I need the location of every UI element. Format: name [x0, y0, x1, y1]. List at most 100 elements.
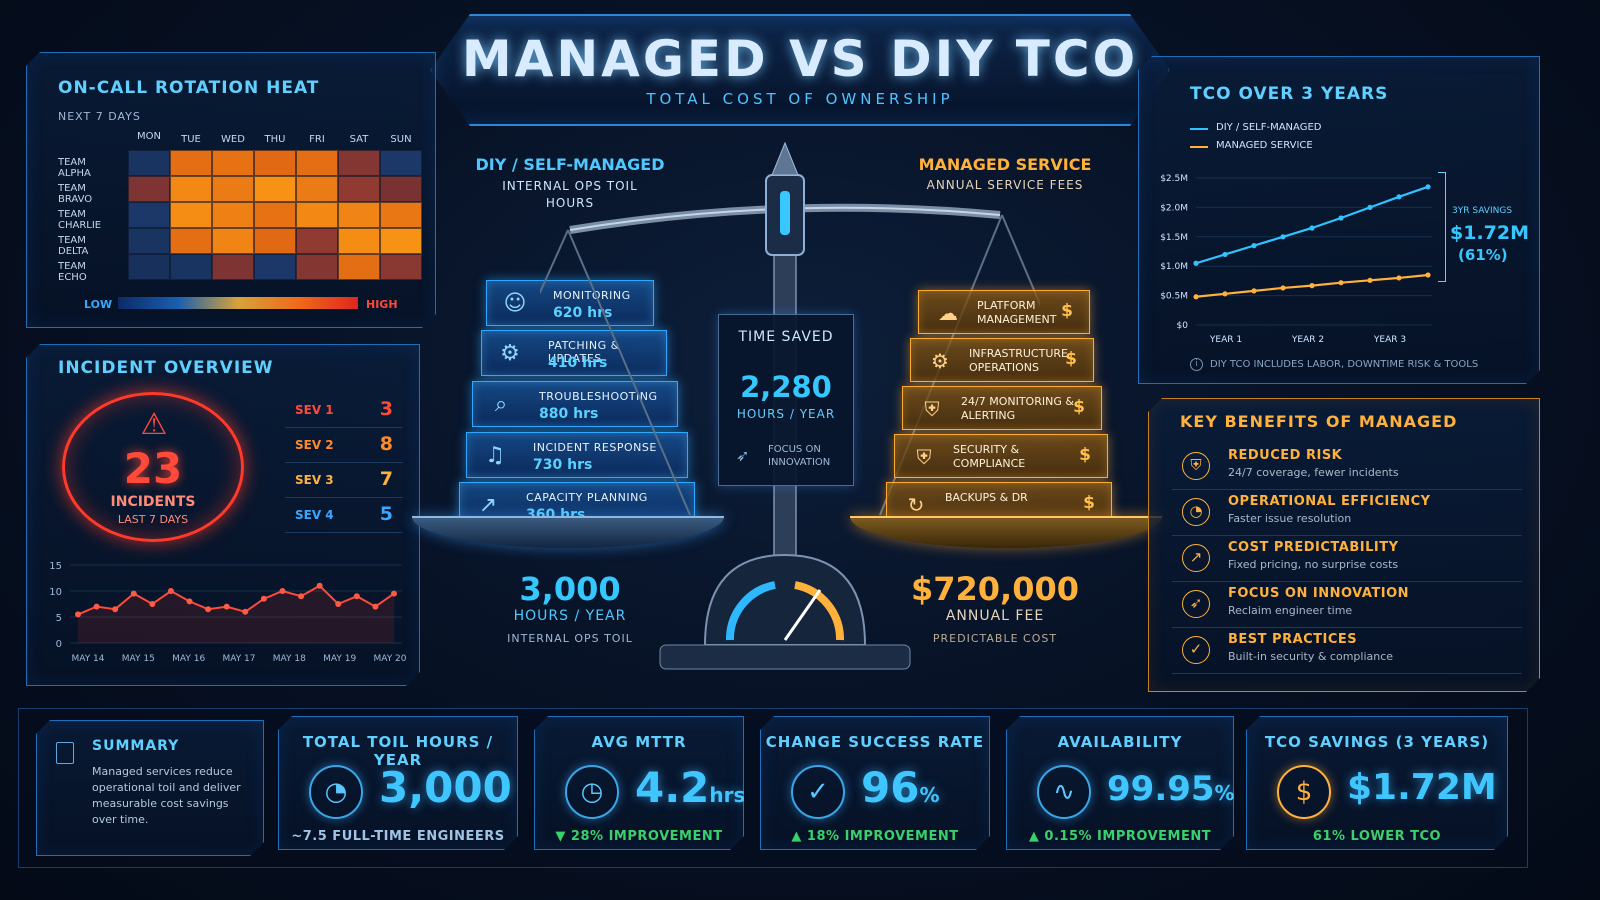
incident-point[interactable] — [223, 603, 230, 610]
severity-row[interactable]: SEV 1 3 — [285, 394, 403, 428]
tco-point[interactable] — [1338, 215, 1344, 221]
managed-block-security-compliance[interactable]: ⛨ SECURITY & COMPLIANCE $ — [894, 434, 1108, 478]
tco-point[interactable] — [1367, 277, 1373, 283]
tco-point[interactable] — [1367, 204, 1373, 210]
tco-point[interactable] — [1425, 272, 1431, 278]
incident-point[interactable] — [130, 590, 137, 597]
tco-point[interactable] — [1309, 225, 1315, 231]
tco-point[interactable] — [1222, 291, 1228, 297]
heatmap-cell[interactable] — [128, 228, 170, 254]
tco-legend-item[interactable]: DIY / SELF-MANAGED — [1190, 122, 1390, 136]
incident-point[interactable] — [167, 588, 174, 594]
heatmap-cell[interactable] — [212, 176, 254, 202]
heatmap-team-label: TEAM ALPHA — [58, 157, 91, 179]
benefit-item[interactable]: ◔ OPERATIONAL EFFICIENCY Faster issue reso… — [1172, 490, 1522, 536]
heatmap-cell[interactable] — [254, 150, 296, 176]
diy-block-incident-response[interactable]: ♫ INCIDENT RESPONSE 730 hrs — [466, 432, 688, 478]
heatmap-cell[interactable] — [128, 176, 170, 202]
heatmap-cell[interactable] — [128, 254, 170, 280]
kpi-card[interactable]: TCO SAVINGS (3 YEARS) $ $1.72M 61% LOWER TC… — [1246, 716, 1508, 850]
benefit-item[interactable]: ↗ COST PREDICTABILITY Fixed pricing, no su… — [1172, 536, 1522, 582]
kpi-card[interactable]: AVAILABILITY ∿ 99.95% ▲ 0.15% IMPROVEMENT — [1006, 716, 1234, 850]
heatmap-cell[interactable] — [212, 228, 254, 254]
heatmap-cell[interactable] — [380, 254, 422, 280]
incident-point[interactable] — [93, 603, 100, 610]
incident-point[interactable] — [279, 588, 286, 594]
incident-point[interactable] — [298, 593, 305, 600]
diy-block-monitoring[interactable]: ☺ MONITORING 620 hrs — [486, 280, 654, 326]
tco-point[interactable] — [1280, 234, 1286, 240]
benefit-item[interactable]: ➶ FOCUS ON INNOVATION Reclaim engineer tim… — [1172, 582, 1522, 628]
heatmap-cell[interactable] — [212, 150, 254, 176]
tco-point[interactable] — [1222, 251, 1228, 258]
heatmap-cell[interactable] — [170, 254, 212, 280]
heatmap-cell[interactable] — [170, 202, 212, 228]
severity-row[interactable]: SEV 3 7 — [285, 464, 403, 498]
diy-block-patching-updates[interactable]: ⚙ PATCHING & UPDATES 410 hrs — [481, 330, 667, 376]
tco-point[interactable] — [1396, 194, 1402, 200]
heatmap-cell[interactable] — [170, 150, 212, 176]
tco-point[interactable] — [1193, 294, 1199, 300]
heatmap-cell[interactable] — [380, 150, 422, 176]
severity-row[interactable]: SEV 2 8 — [285, 429, 403, 463]
incident-point[interactable] — [186, 598, 193, 605]
heatmap-cell[interactable] — [338, 202, 380, 228]
benefit-item[interactable]: ⛨ REDUCED RISK 24/7 coverage, fewer incide… — [1172, 444, 1522, 490]
incident-point[interactable] — [205, 606, 212, 613]
heatmap-cell[interactable] — [338, 254, 380, 280]
tco-point[interactable] — [1251, 243, 1257, 249]
tco-y-tick: $1.5M — [1160, 233, 1188, 243]
managed-block-platform-management[interactable]: ☁ PLATFORM MANAGEMENT $ — [918, 290, 1090, 334]
incident-point[interactable] — [149, 601, 156, 607]
heatmap-cell[interactable] — [338, 228, 380, 254]
tco-point[interactable] — [1396, 275, 1402, 281]
incident-point[interactable] — [112, 606, 119, 613]
severity-row[interactable]: SEV 4 5 — [285, 499, 403, 533]
incident-point[interactable] — [335, 601, 342, 607]
tco-point[interactable] — [1280, 285, 1286, 291]
heatmap-cell[interactable] — [212, 254, 254, 280]
heatmap-cell[interactable] — [170, 228, 212, 254]
benefit-item[interactable]: ✓ BEST PRACTICES Built-in security & compl… — [1172, 628, 1522, 674]
managed-block-infrastructure-operations[interactable]: ⚙ INFRASTRUCTURE OPERATIONS $ — [910, 338, 1094, 382]
tco-point[interactable] — [1251, 288, 1257, 294]
kpi-card[interactable]: AVG MTTR ◷ 4.2hrs ▼ 28% IMPROVEMENT — [534, 716, 744, 850]
heatmap-cell[interactable] — [212, 202, 254, 228]
heatmap-cell[interactable] — [380, 228, 422, 254]
heatmap-cell[interactable] — [296, 254, 338, 280]
dollar-icon: $ — [1073, 397, 1085, 417]
incident-point[interactable] — [391, 590, 397, 597]
heatmap-cell[interactable] — [380, 202, 422, 228]
incident-point[interactable] — [353, 593, 360, 600]
managed-block-24-7-monitoring-alerting[interactable]: ⛨ 24/7 MONITORING & ALERTING $ — [902, 386, 1102, 430]
heatmap-cell[interactable] — [296, 150, 338, 176]
heatmap-cell[interactable] — [338, 176, 380, 202]
heatmap-cell[interactable] — [296, 176, 338, 202]
heatmap-cell[interactable] — [128, 150, 170, 176]
heatmap-cell[interactable] — [254, 228, 296, 254]
tco-point[interactable] — [1309, 283, 1315, 289]
tco-point[interactable] — [1338, 280, 1344, 286]
heatmap-cell[interactable] — [254, 202, 296, 228]
heatmap-cell[interactable] — [254, 254, 296, 280]
incident-point[interactable] — [372, 603, 379, 610]
kpi-card[interactable]: TOTAL TOIL HOURS / YEAR ◔ 3,000 ~7.5 FULL-T… — [278, 716, 518, 850]
tco-point[interactable] — [1193, 260, 1199, 266]
heatmap-cell[interactable] — [296, 202, 338, 228]
diy-block-troubleshooting[interactable]: ⌕ TROUBLESHOOTING 880 hrs — [472, 381, 678, 427]
heatmap-cell[interactable] — [380, 176, 422, 202]
heatmap-cell[interactable] — [254, 176, 296, 202]
heatmap-cell[interactable] — [170, 176, 212, 202]
heatmap-cell[interactable] — [128, 202, 170, 228]
heatmap-cell[interactable] — [296, 228, 338, 254]
incident-point[interactable] — [316, 582, 323, 589]
incident-point[interactable] — [260, 595, 267, 602]
incident-point[interactable] — [242, 608, 249, 615]
tco-legend-item[interactable]: MANAGED SERVICE — [1190, 140, 1390, 154]
heatmap-cell[interactable] — [338, 150, 380, 176]
kpi-card[interactable]: CHANGE SUCCESS RATE ✓ 96% ▲ 18% IMPROVEMENT — [760, 716, 990, 850]
tco-point[interactable] — [1425, 184, 1431, 190]
balance-scale — [540, 141, 1040, 670]
rocket-icon: ➶ — [1182, 590, 1210, 618]
incident-point[interactable] — [75, 611, 81, 618]
